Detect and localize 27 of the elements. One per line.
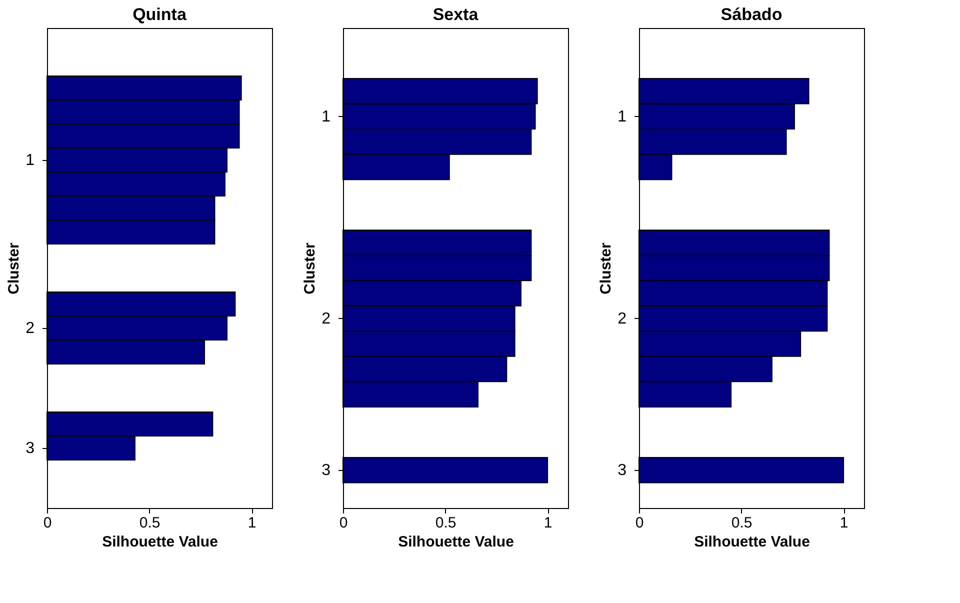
chart-title: Sexta <box>432 5 479 24</box>
x-tick-label: 0 <box>635 514 644 532</box>
x-axis-title: Silhouette Value <box>694 534 810 550</box>
x-tick-label: 0.5 <box>731 514 752 532</box>
x-tick-label: 0 <box>43 514 52 532</box>
y-axis-title: Cluster <box>598 242 615 294</box>
y-axis-title: Cluster <box>302 242 319 294</box>
y-axis-title: Cluster <box>6 242 23 294</box>
x-tick-label: 1 <box>544 514 552 532</box>
y-tick-label: 2 <box>26 320 35 337</box>
y-tick-label: 3 <box>322 462 331 480</box>
x-tick-label: 0.5 <box>139 514 160 532</box>
chart-title: Sábado <box>720 5 782 24</box>
x-tick-label: 1 <box>840 514 848 532</box>
x-axis-title: Silhouette Value <box>398 534 514 550</box>
chart-title: Quinta <box>132 5 187 24</box>
x-tick-label: 0 <box>339 514 348 532</box>
y-tick-label: 1 <box>26 152 35 169</box>
y-tick-label: 2 <box>618 310 627 328</box>
y-tick-label: 3 <box>26 440 35 457</box>
y-tick-label: 2 <box>322 310 331 328</box>
y-tick-label: 1 <box>618 108 627 126</box>
x-tick-label: 0.5 <box>435 514 456 532</box>
x-axis-title: Silhouette Value <box>102 534 218 550</box>
y-tick-label: 1 <box>322 108 331 126</box>
y-tick-label: 3 <box>618 462 627 480</box>
x-tick-label: 1 <box>248 514 256 532</box>
